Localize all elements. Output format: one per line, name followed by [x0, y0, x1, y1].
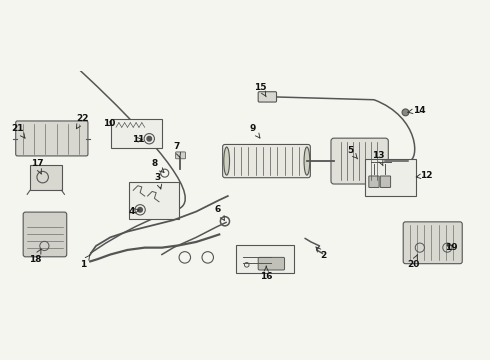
Text: 11: 11 [131, 135, 144, 144]
Text: 6: 6 [215, 205, 224, 220]
FancyBboxPatch shape [175, 152, 185, 159]
FancyBboxPatch shape [331, 138, 388, 184]
FancyBboxPatch shape [403, 222, 462, 264]
Text: 19: 19 [445, 243, 458, 252]
Text: 2: 2 [316, 247, 327, 260]
FancyBboxPatch shape [369, 176, 379, 188]
Text: 20: 20 [407, 255, 419, 269]
Text: 4: 4 [129, 207, 139, 216]
Text: 3: 3 [154, 173, 162, 189]
FancyBboxPatch shape [380, 176, 391, 188]
Text: 10: 10 [103, 119, 115, 128]
Text: 1: 1 [80, 255, 90, 269]
Text: 14: 14 [408, 105, 426, 114]
Bar [236, 246, 294, 273]
Bar [111, 119, 162, 148]
Ellipse shape [304, 147, 310, 175]
Text: 15: 15 [254, 83, 267, 97]
Text: 21: 21 [11, 124, 25, 138]
Bar [129, 182, 179, 219]
Circle shape [138, 207, 143, 212]
FancyBboxPatch shape [16, 121, 88, 156]
Circle shape [402, 109, 409, 116]
FancyBboxPatch shape [258, 92, 276, 102]
Text: 17: 17 [30, 159, 43, 174]
Text: 16: 16 [260, 266, 272, 281]
FancyBboxPatch shape [258, 257, 285, 270]
Text: 7: 7 [173, 142, 180, 157]
Text: 12: 12 [416, 171, 433, 180]
Bar [30, 165, 62, 190]
Bar [366, 159, 416, 196]
Text: 13: 13 [372, 152, 385, 166]
Text: 22: 22 [76, 114, 89, 129]
Text: 8: 8 [152, 159, 164, 172]
FancyBboxPatch shape [23, 212, 67, 257]
Ellipse shape [224, 147, 229, 175]
Text: 5: 5 [347, 146, 358, 159]
Circle shape [147, 136, 151, 141]
Text: 9: 9 [249, 124, 260, 138]
Text: 18: 18 [29, 249, 42, 264]
FancyBboxPatch shape [222, 144, 310, 178]
